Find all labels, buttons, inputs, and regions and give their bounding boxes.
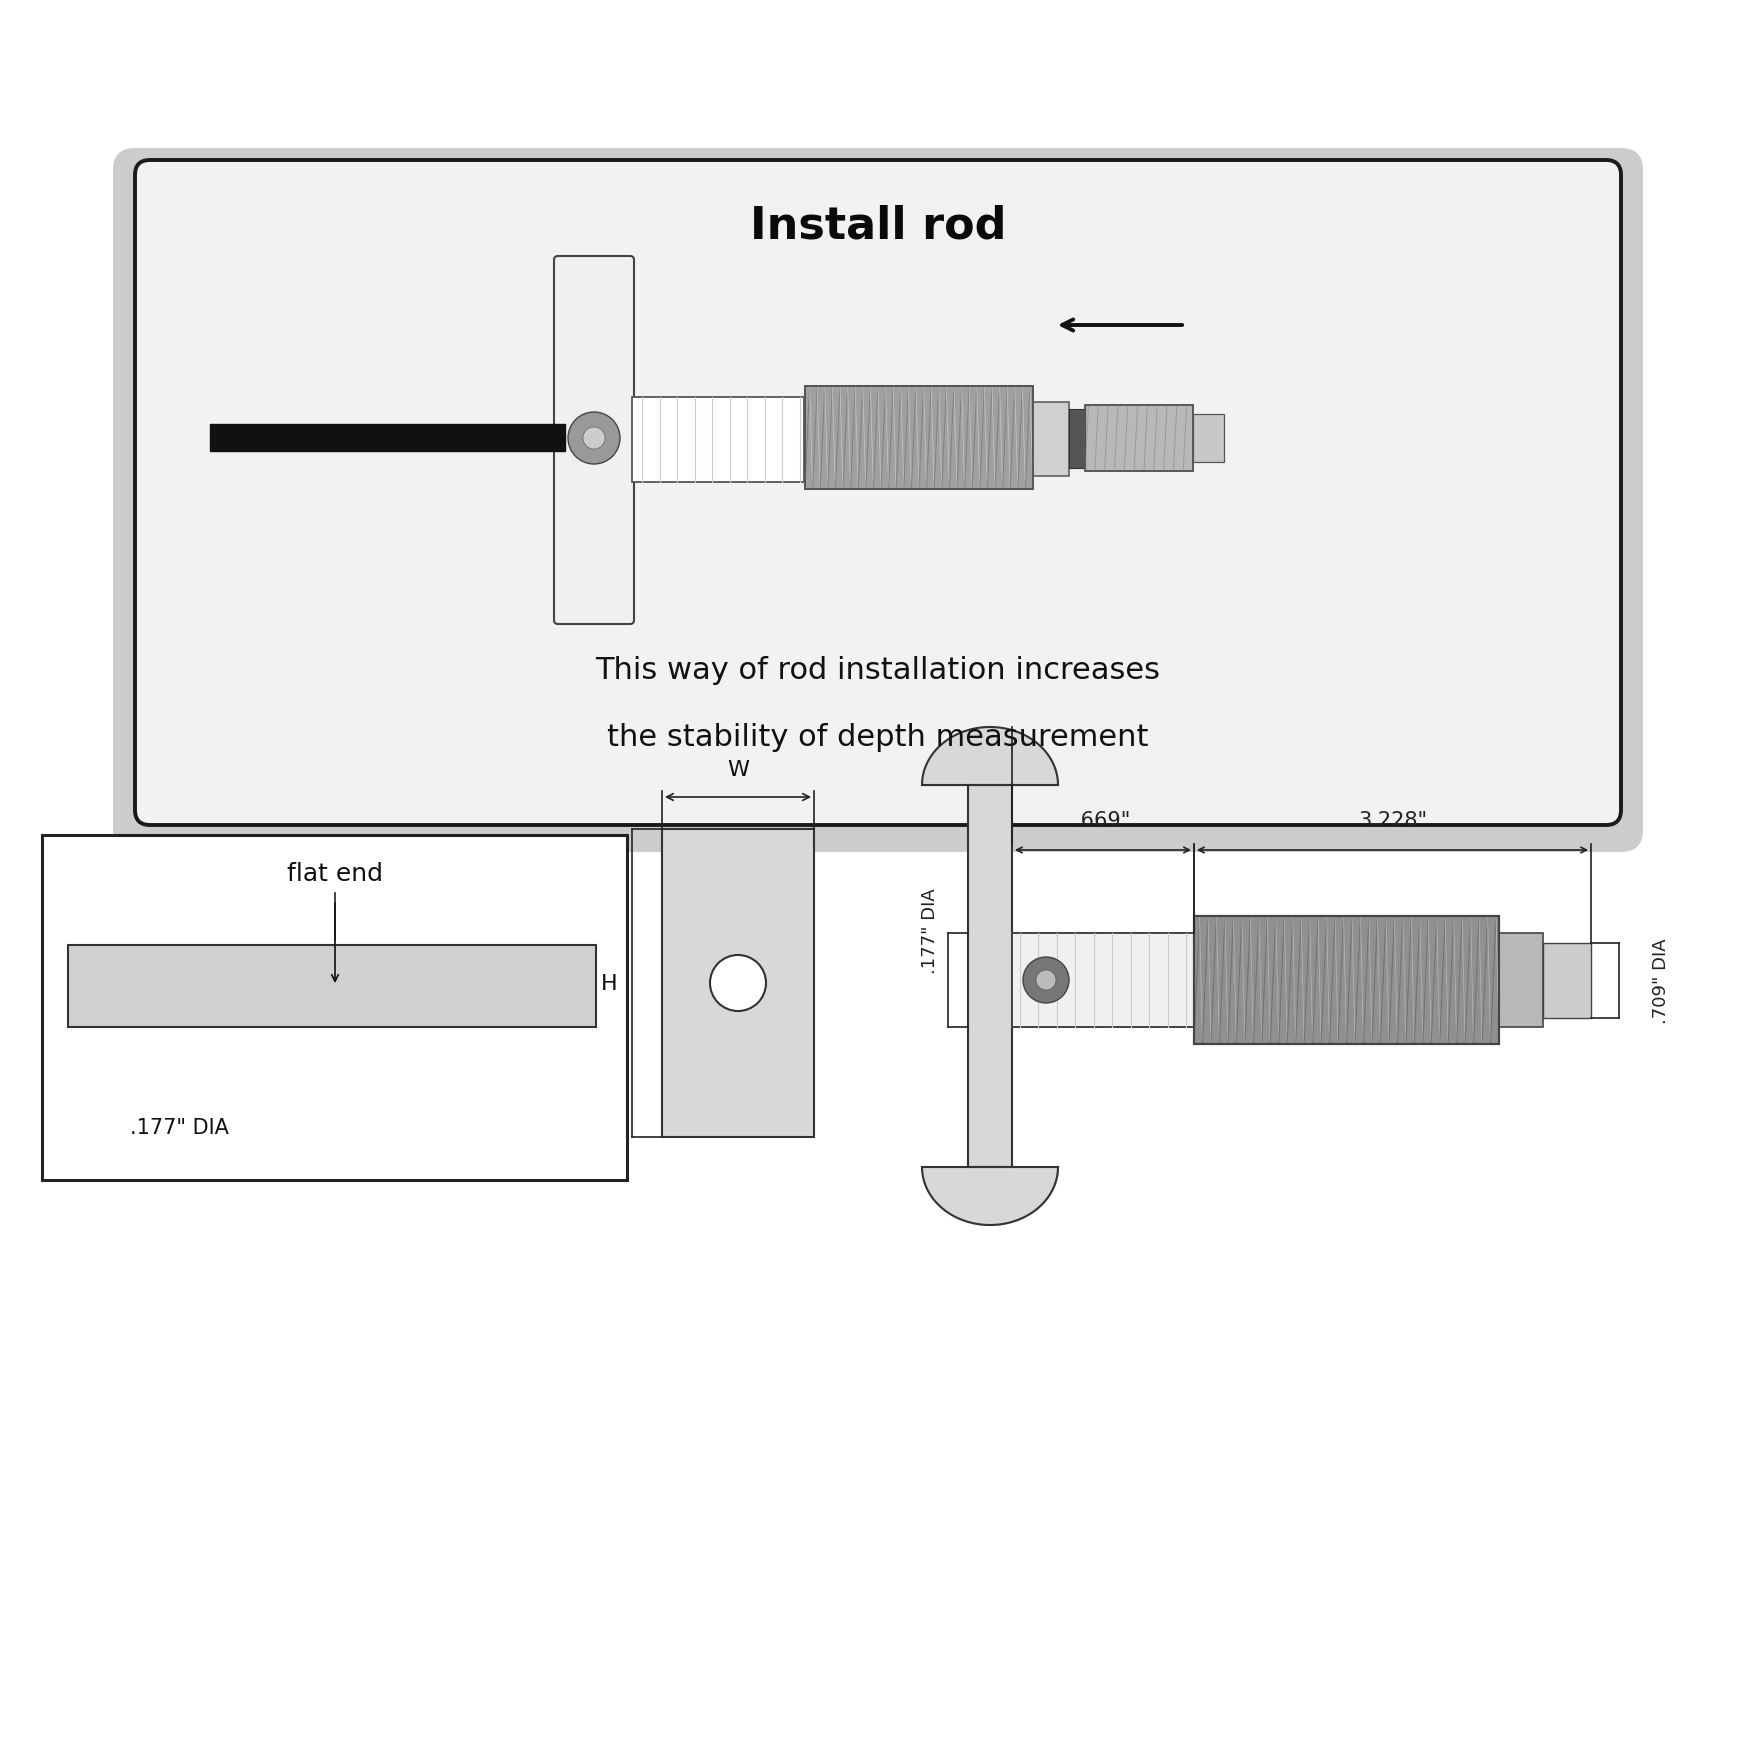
Text: W: W: [727, 760, 749, 779]
Bar: [1069, 409, 1085, 469]
Bar: [662, 830, 814, 1137]
Bar: [68, 946, 595, 1027]
Text: .177" DIA: .177" DIA: [130, 1118, 228, 1137]
FancyBboxPatch shape: [112, 149, 1643, 853]
Bar: [1543, 942, 1590, 1018]
Bar: [1499, 934, 1543, 1027]
Bar: [632, 398, 804, 483]
Circle shape: [1035, 971, 1055, 990]
Circle shape: [583, 428, 605, 449]
Text: H: H: [600, 974, 618, 993]
Bar: [42, 835, 627, 1181]
Bar: [1085, 405, 1192, 472]
Circle shape: [567, 412, 620, 465]
Text: flat end: flat end: [286, 862, 383, 886]
Text: .709" DIA: .709" DIA: [1651, 937, 1669, 1023]
FancyBboxPatch shape: [553, 256, 634, 625]
Bar: [1011, 934, 1193, 1027]
Bar: [804, 386, 1032, 490]
Bar: [1085, 405, 1192, 472]
Bar: [967, 786, 1011, 1167]
Bar: [1193, 916, 1499, 1044]
Text: .669": .669": [1074, 811, 1130, 830]
Text: This way of rod installation increases: This way of rod installation increases: [595, 656, 1160, 684]
Text: the stability of depth measurement: the stability of depth measurement: [607, 723, 1148, 753]
Circle shape: [1023, 958, 1069, 1004]
FancyBboxPatch shape: [135, 161, 1620, 825]
Bar: [1193, 916, 1499, 1044]
Bar: [1032, 402, 1069, 477]
Circle shape: [709, 955, 765, 1011]
Text: Install rod: Install rod: [749, 204, 1006, 247]
Text: .177" DIA: .177" DIA: [920, 888, 939, 974]
Bar: [804, 386, 1032, 490]
Text: 3.228": 3.228": [1357, 811, 1427, 830]
Bar: [1192, 414, 1223, 463]
Bar: [211, 425, 565, 451]
